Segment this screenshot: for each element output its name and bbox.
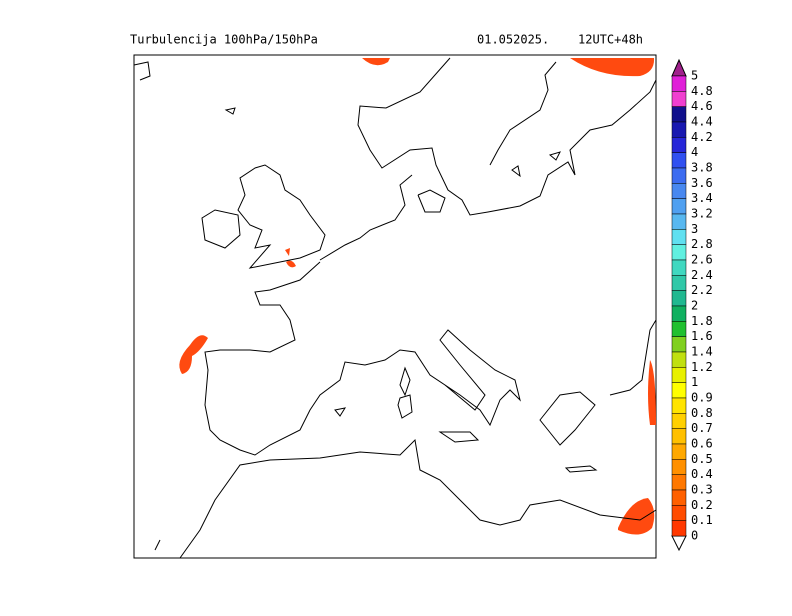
colorbar-swatch	[671, 474, 687, 491]
colorbar-swatch	[671, 367, 687, 383]
colorbar-swatch	[671, 229, 687, 245]
map-frame	[133, 54, 657, 559]
colorbar-label: 2.6	[691, 253, 713, 267]
colorbar-swatch	[671, 91, 687, 107]
colorbar-swatch	[671, 505, 687, 521]
colorbar-label: 3	[691, 222, 698, 236]
colorbar-swatch	[671, 428, 687, 445]
colorbar-label: 0	[691, 529, 698, 543]
colorbar-label: 3.6	[691, 176, 713, 190]
colorbar-label: 0.4	[691, 467, 713, 481]
colorbar-label: 0.7	[691, 421, 713, 435]
colorbar-label: 1	[691, 375, 698, 389]
colorbar-label: 4.2	[691, 130, 713, 144]
colorbar-label: 0.3	[691, 483, 713, 497]
colorbar-label: 5	[691, 69, 698, 83]
colorbar-swatch	[671, 459, 687, 475]
turbulence-area	[179, 335, 208, 374]
colorbar-label: 1.6	[691, 329, 713, 343]
map-date: 01.052025.	[477, 33, 549, 47]
colorbar-label: 0.2	[691, 498, 713, 512]
colorbar-label: 1.2	[691, 360, 713, 374]
colorbar-swatch	[671, 167, 687, 184]
map	[133, 54, 657, 559]
colorbar-swatch	[671, 121, 687, 138]
colorbar-label: 4.4	[691, 115, 713, 129]
colorbar-swatch	[671, 213, 687, 230]
colorbar-swatch	[671, 351, 687, 368]
turbulence-area	[570, 58, 655, 77]
colorbar-swatch	[671, 321, 687, 337]
colorbar-label: 3.8	[691, 161, 713, 175]
coastlines	[133, 57, 657, 559]
colorbar-label: 2.2	[691, 283, 713, 297]
colorbar-swatch	[671, 152, 687, 169]
colorbar-label: 0.6	[691, 437, 713, 451]
colorbar-label: 4.8	[691, 84, 713, 98]
colorbar-swatch	[671, 198, 687, 215]
colorbar-label: 4.6	[691, 99, 713, 113]
colorbar-label: 2.8	[691, 237, 713, 251]
colorbar-label: 3.4	[691, 191, 713, 205]
turbulence-area	[648, 360, 656, 425]
colorbar-swatch	[671, 75, 687, 92]
turbulence-area	[618, 498, 655, 535]
colorbar-swatch	[671, 382, 687, 399]
colorbar-swatch	[671, 397, 687, 414]
colorbar-under	[671, 535, 687, 552]
colorbar-label: 4	[691, 145, 698, 159]
colorbar-label: 0.1	[691, 513, 713, 527]
colorbar-label: 3.2	[691, 207, 713, 221]
colorbar-label: 2	[691, 299, 698, 313]
colorbar-label: 1.8	[691, 314, 713, 328]
colorbar-label: 2.4	[691, 268, 713, 282]
turbulence-area	[285, 248, 296, 268]
colorbar-swatch	[671, 489, 687, 506]
colorbar-swatch	[671, 336, 687, 353]
colorbar-label: 0.9	[691, 391, 713, 405]
colorbar-swatch	[671, 413, 687, 429]
colorbar-swatch	[671, 244, 687, 261]
colorbar-label: 0.5	[691, 452, 713, 466]
colorbar-swatch	[671, 259, 687, 276]
colorbar-swatch	[671, 290, 687, 307]
map-title: Turbulencija 100hPa/150hPa	[130, 33, 318, 47]
colorbar-label: 0.8	[691, 406, 713, 420]
colorbar-swatch	[671, 520, 687, 537]
colorbar-swatch	[671, 305, 687, 322]
colorbar-swatch	[671, 275, 687, 291]
colorbar: 54.84.6 4.44.24 3.83.63.4 3.232.8 2.62.42.2 2…	[671, 58, 713, 552]
colorbar-swatch	[671, 443, 687, 460]
colorbar-swatch	[671, 183, 687, 199]
colorbar-label: 1.4	[691, 345, 713, 359]
colorbar-over	[671, 58, 687, 77]
turbulence-area	[362, 58, 390, 66]
map-run: 12UTC+48h	[578, 33, 643, 47]
colorbar-swatch	[671, 106, 687, 123]
colorbar-swatch	[671, 137, 687, 153]
